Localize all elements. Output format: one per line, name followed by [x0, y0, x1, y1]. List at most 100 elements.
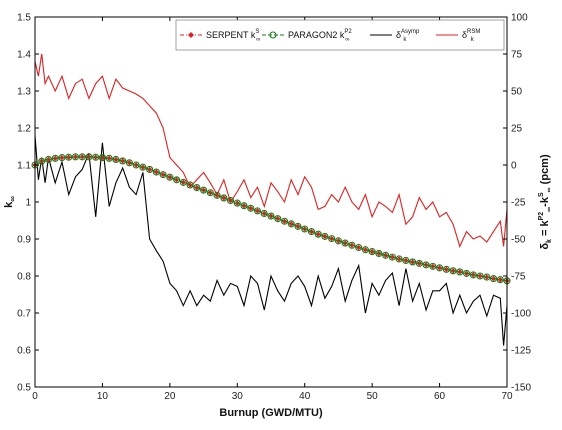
- paragon2-point: [449, 267, 457, 275]
- paragon2-point: [226, 196, 235, 205]
- paragon2-line: [34, 156, 508, 282]
- paragon2-point: [173, 176, 181, 184]
- paragon2-point: [233, 199, 241, 207]
- legend-label: SERPENT kS ∞: [206, 29, 260, 43]
- y-left-tick-label: 0.9: [17, 235, 31, 246]
- paragon2-point: [287, 220, 295, 228]
- paragon2-point: [112, 155, 120, 163]
- x-tick-label: 20: [164, 391, 176, 402]
- y-left-tick-label: 1.4: [17, 50, 31, 61]
- paragon2-point: [179, 178, 187, 186]
- paragon2-point: [496, 276, 504, 284]
- serpent-point: [59, 154, 65, 161]
- legend-item: SERPENT kS ∞: [180, 29, 260, 43]
- paragon2-point: [348, 241, 356, 249]
- paragon2-point: [146, 165, 154, 173]
- serpent-point: [403, 257, 409, 264]
- paragon2-point: [395, 255, 403, 263]
- x-tick-label: 0: [32, 391, 38, 402]
- y-left-tick-label: 1.1: [17, 161, 31, 172]
- paragon2-point: [422, 261, 430, 269]
- paragon2-point: [220, 194, 228, 202]
- legend-swatch-marker: [269, 31, 277, 39]
- paragon2-point: [58, 154, 66, 162]
- paragon2-point: [51, 154, 59, 162]
- serpent-point: [362, 247, 369, 253]
- paragon2-point: [193, 184, 201, 192]
- paragon2-point: [213, 191, 221, 199]
- paragon2-point: [274, 215, 282, 223]
- paragon2-point: [328, 235, 336, 243]
- paragon2-point: [456, 268, 464, 276]
- y-right-tick-label: -25: [511, 198, 526, 209]
- paragon2-point: [92, 153, 100, 161]
- paragon2-point: [125, 159, 133, 167]
- paragon2-point: [139, 163, 147, 171]
- paragon2-point: [85, 153, 93, 161]
- legend-label: δRSM k: [462, 29, 480, 43]
- paragon2-point: [200, 186, 208, 194]
- paragon2-point: [152, 168, 160, 176]
- paragon2-point: [442, 265, 450, 273]
- paragon2-point: [314, 230, 322, 238]
- serpent-point: [72, 154, 79, 160]
- delta-asymp-line: [34, 135, 508, 346]
- paragon2-point: [301, 225, 309, 233]
- paragon2-point: [260, 209, 268, 218]
- paragon2-point: [483, 273, 491, 281]
- y-right-tick-label: -75: [511, 272, 526, 283]
- x-tick-label: 40: [299, 391, 311, 402]
- y-left-tick-label: 0.6: [17, 346, 31, 357]
- x-tick-label: 60: [434, 391, 446, 402]
- paragon2-point: [341, 239, 349, 247]
- x-tick-label: 10: [97, 391, 109, 402]
- paragon2-point: [267, 212, 275, 220]
- paragon2-point: [280, 217, 289, 225]
- y-axis-right-label: δk = kP2∞-kS∞ (pcm): [538, 154, 553, 250]
- legend-label: δAsymp k: [396, 29, 420, 43]
- y-left-tick-label: 0.7: [17, 309, 31, 320]
- paragon2-point: [119, 157, 127, 165]
- serpent-point: [66, 154, 72, 160]
- paragon2-point: [462, 269, 471, 277]
- legend-label: PARAGON2 kP2 ∞: [288, 29, 352, 43]
- paragon2-point: [388, 253, 396, 261]
- y-left-tick-label: 0.8: [17, 272, 31, 283]
- paragon2-point: [206, 189, 214, 197]
- paragon2-point: [402, 256, 410, 265]
- legend-item: δAsymp k: [370, 29, 420, 43]
- paragon2-point: [294, 222, 302, 230]
- paragon2-point: [361, 246, 369, 254]
- y-left-tick-label: 1.5: [17, 13, 31, 24]
- y-right-tick-label: 75: [511, 50, 523, 61]
- y-right-tick-label: 100: [511, 13, 528, 24]
- x-tick-label: 70: [501, 391, 513, 402]
- legend-swatch-marker: [188, 32, 194, 38]
- delta-rsm-line: [34, 53, 508, 248]
- paragon2-point: [240, 202, 248, 210]
- paragon2-point: [71, 153, 80, 161]
- legend-item: PARAGON2 kP2 ∞: [262, 29, 352, 43]
- paragon2-point: [98, 154, 106, 162]
- y-right-tick-label: 0: [511, 161, 517, 172]
- paragon2-point: [469, 271, 477, 279]
- paragon2-point: [368, 248, 376, 256]
- paragon2-point: [476, 272, 484, 280]
- y-left-tick-label: 1: [25, 198, 31, 209]
- y-left-tick-label: 0.5: [17, 383, 31, 394]
- paragon2-point: [38, 157, 46, 165]
- paragon2-point: [253, 207, 262, 215]
- paragon2-point: [166, 173, 174, 181]
- paragon2-point: [105, 154, 113, 162]
- paragon2-point: [489, 275, 498, 283]
- legend: SERPENT kS ∞ PARAGON2 kP2 ∞ δAsymp k δRSM k: [175, 19, 505, 51]
- y-left-tick-label: 1.3: [17, 87, 31, 98]
- paragon2-point: [436, 264, 444, 272]
- paragon2-point: [375, 249, 383, 257]
- paragon2-point: [44, 155, 53, 163]
- y-right-tick-label: 50: [511, 87, 523, 98]
- y-right-tick-label: -50: [511, 235, 526, 246]
- y-left-tick-label: 1.2: [17, 124, 31, 135]
- paragon2-point: [247, 204, 255, 212]
